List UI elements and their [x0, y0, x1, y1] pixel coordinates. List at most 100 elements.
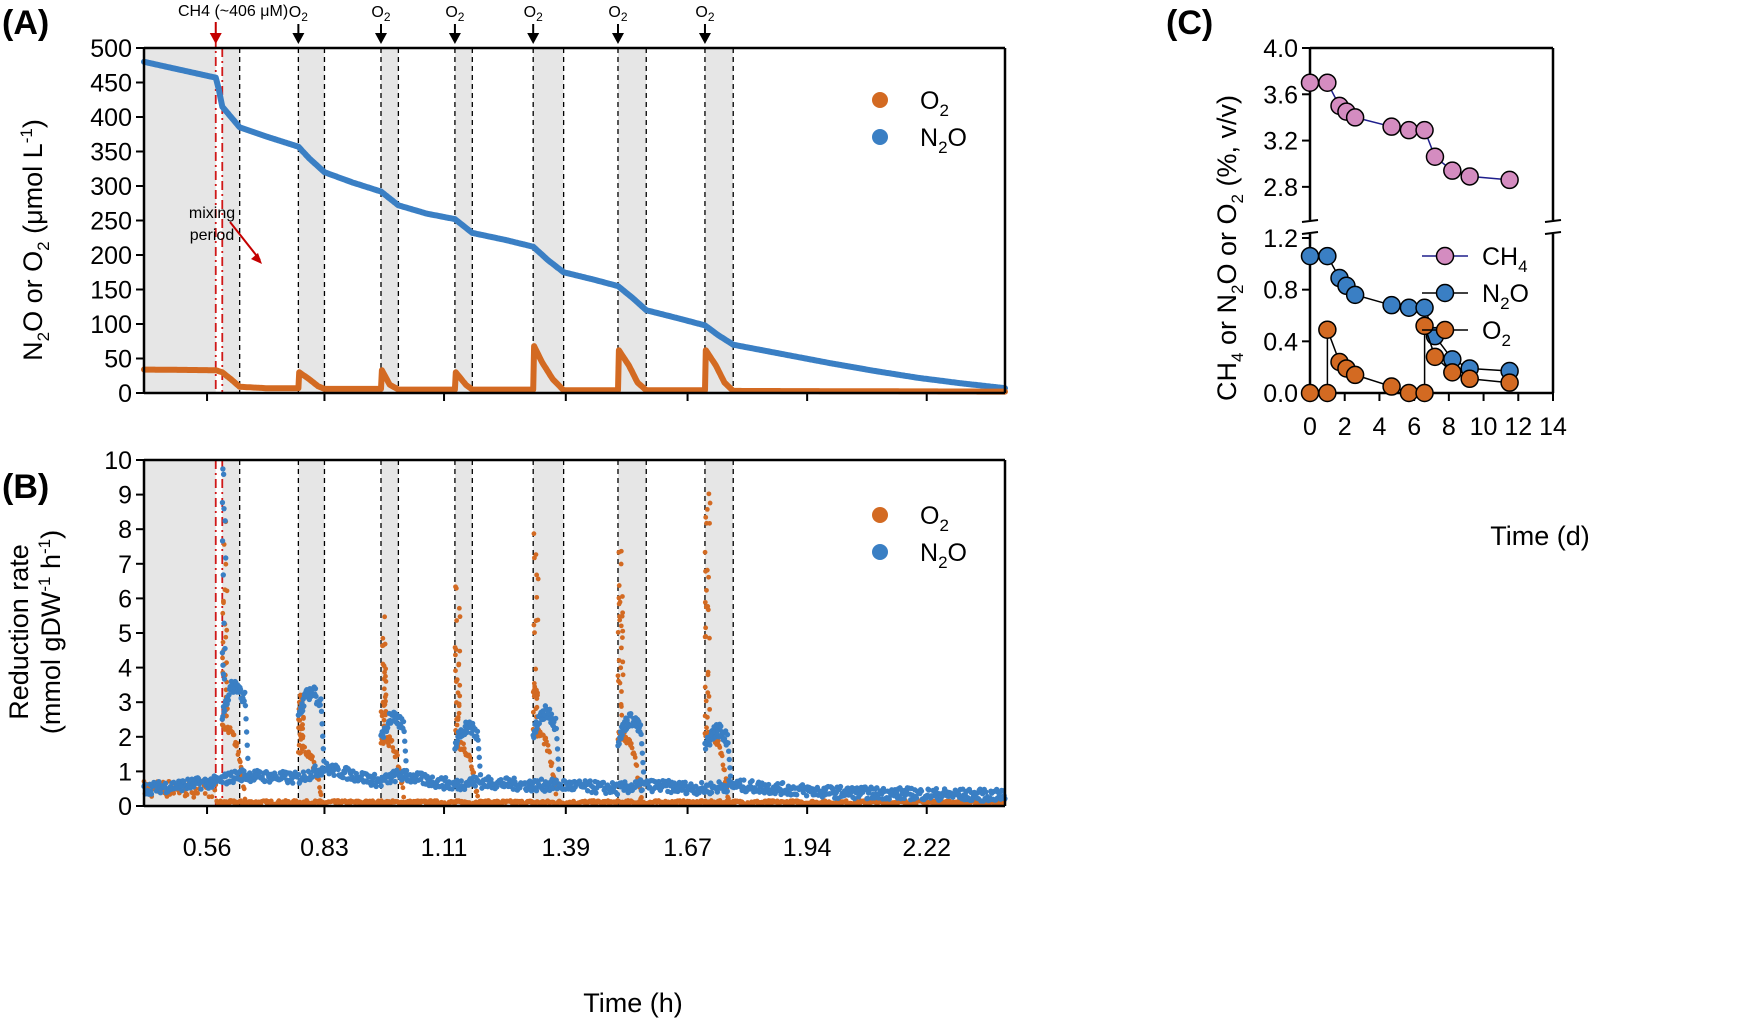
panel-b-n2o-point — [340, 774, 346, 781]
panel-b-n2o-point — [312, 763, 318, 769]
panel-b-n2o-point — [162, 780, 169, 786]
panel-b-n2o-point — [320, 733, 326, 739]
panel-b-o2-point — [703, 568, 708, 574]
panel-c-xtick-label: 0 — [1303, 413, 1317, 441]
panel-c-point-o2 — [1318, 320, 1337, 339]
panel-b-n2o-point — [400, 718, 407, 725]
panel-b-o2-point — [553, 791, 559, 797]
panel-c-xtick-label: 2 — [1338, 413, 1352, 441]
panel-b-o2-point — [386, 743, 392, 749]
panel-b-n2o-point — [156, 779, 162, 785]
panel-b-o2-point — [717, 745, 723, 750]
panel-b-o2-point — [224, 660, 229, 666]
panel-b-o2-point — [400, 785, 406, 791]
panel-b-o2-point — [298, 736, 304, 742]
panel-b-n2o-point — [639, 787, 645, 793]
panel-b-ylabel-line1: Reduction rate — [4, 544, 34, 720]
panel-b-n2o-point — [714, 789, 721, 795]
panel-b-n2o-point — [474, 728, 481, 735]
panel-b-o2-point — [722, 767, 727, 773]
panel-b-o2-point — [456, 703, 462, 709]
panel-b-xlabel: Time (h) — [583, 988, 683, 1018]
panel-b-o2-point — [616, 549, 622, 555]
panel-c-xtick-label: 12 — [1504, 413, 1532, 441]
panel-c-point-o2 — [1415, 383, 1434, 403]
panel-b-n2o-point — [913, 795, 920, 801]
panel-b-o2-points — [141, 491, 1007, 808]
panel-b-n2o-point — [548, 711, 555, 717]
panel-b-legend-marker — [872, 507, 888, 523]
o2-pulse-label: O2 — [371, 4, 390, 24]
panel-c-xtick-label: 14 — [1539, 413, 1567, 441]
panel-b-n2o-point — [865, 795, 871, 802]
panel-b-xtick-label: 0.56 — [183, 834, 232, 862]
panel-a-shaded-window — [380, 48, 399, 393]
panel-b-n2o-point — [851, 795, 858, 802]
panel-b-o2-point — [171, 790, 177, 796]
panel-b-n2o-point — [926, 787, 932, 793]
panel-b-n2o-point — [219, 499, 226, 506]
panel-b-o2-point — [299, 732, 305, 738]
panel-b-n2o-point — [472, 783, 479, 789]
panel-a-ytick-label: 500 — [90, 35, 132, 63]
panel-b-o2-point — [531, 622, 537, 628]
panel-b-n2o-point — [305, 768, 312, 775]
panel-b-o2-point — [531, 680, 537, 686]
panel-c-point-o2 — [1399, 383, 1419, 403]
panel-b-o2-point — [380, 643, 385, 649]
panel-c-point-ch4 — [1425, 147, 1445, 167]
panel-b-o2-point — [223, 634, 229, 640]
panel-b-n2o-point — [593, 790, 599, 796]
panel-a-legend-marker — [872, 92, 888, 108]
panel-c-point-ch4 — [1318, 73, 1337, 92]
panel-b-o2-point — [702, 684, 708, 690]
panel-b-o2-point — [474, 788, 480, 794]
panel-c-point-ch4 — [1382, 117, 1401, 136]
panel-c-point-o2 — [1318, 383, 1337, 403]
panel-b-o2-point — [220, 639, 226, 645]
panel-c-point-n2o — [1300, 246, 1320, 266]
panel-b-n2o-point — [727, 773, 734, 779]
panel-b-n2o-point — [299, 708, 306, 714]
panel-b-o2-point — [707, 706, 713, 712]
axis-break-mark — [1301, 231, 1319, 235]
panel-b-o2-point — [195, 790, 200, 796]
panel-b-ytick-label: 9 — [118, 482, 132, 510]
panel-b-n2o-point — [603, 790, 609, 797]
panel-b-n2o-point — [300, 769, 307, 775]
panel-b-xtick-label: 1.11 — [421, 834, 468, 862]
panel-b-o2-point — [619, 712, 625, 718]
panel-c-legend-marker — [1435, 283, 1455, 303]
panel-c-point-n2o — [1415, 298, 1434, 317]
panel-b-o2-point — [242, 796, 248, 802]
panel-b-n2o-point — [220, 713, 226, 720]
panel-b-n2o-point — [656, 778, 662, 785]
panel-a-legend-label: O2 — [920, 87, 949, 120]
panel-b-n2o-point — [219, 538, 226, 544]
panel-b-n2o-point — [589, 784, 596, 790]
panel-b-n2o-point — [983, 789, 989, 795]
panel-c-lower-ytick-label: 0.4 — [1263, 328, 1298, 356]
panel-b-o2-point — [202, 791, 208, 796]
panel-a-shaded-window — [144, 48, 216, 393]
panel-b-o2-point — [456, 605, 462, 611]
panel-b-n2o-point — [222, 707, 228, 714]
panel-b-o2-point — [534, 594, 540, 600]
panel-b-o2-point — [224, 627, 230, 633]
panel-c-upper-ytick-label: 3.6 — [1263, 81, 1298, 109]
panel-b-ytick-label: 7 — [118, 551, 132, 579]
panel-b-n2o-point — [402, 748, 409, 754]
panel-a-shaded-window — [533, 48, 564, 393]
panel-b-n2o-point — [875, 795, 882, 801]
panel-b-n2o-point — [458, 778, 464, 784]
panel-c-point-n2o — [1382, 295, 1401, 315]
panel-b-o2-point — [615, 673, 621, 679]
panel-b-o2-point — [453, 679, 459, 684]
panel-b-n2o-point — [533, 788, 540, 794]
panel-b-o2-point — [531, 531, 537, 537]
panel-b-o2-point — [620, 628, 626, 634]
panel-b-o2-point — [706, 693, 712, 699]
panel-letter-b: (B) — [2, 468, 49, 506]
panel-c-point-ch4 — [1300, 73, 1320, 92]
panel-c-point-n2o — [1318, 246, 1337, 266]
